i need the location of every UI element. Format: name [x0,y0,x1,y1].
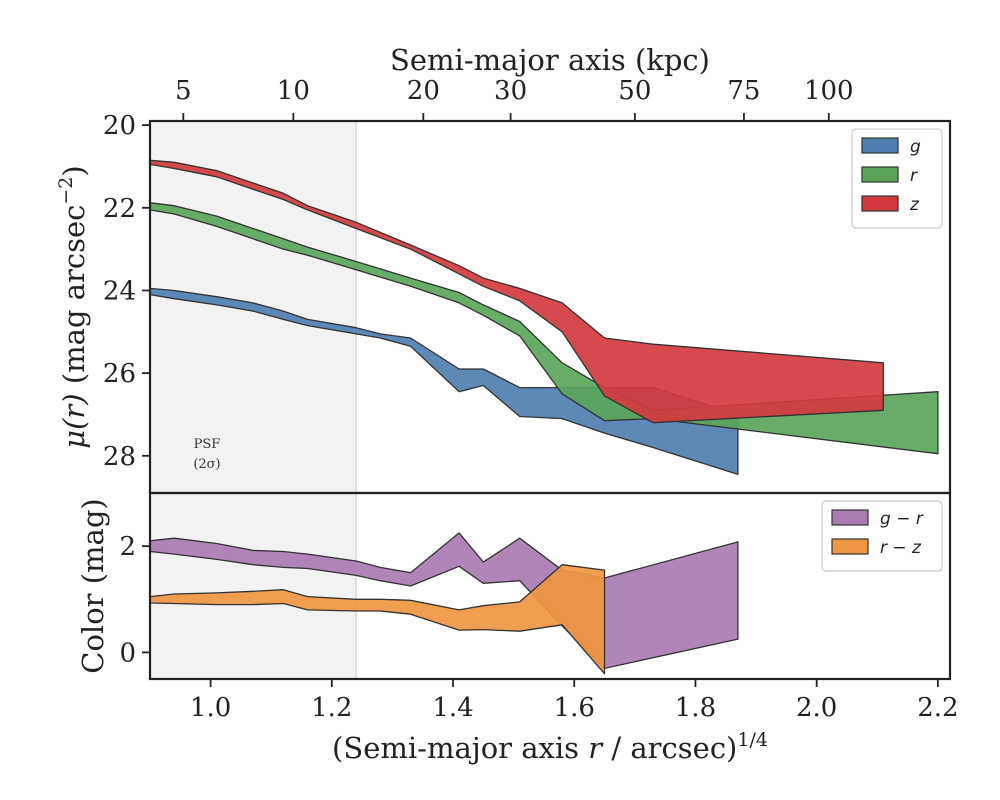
legend-swatch [861,195,899,212]
y-tick-label: 26 [103,359,136,389]
top-tick-label: 10 [277,76,310,106]
y-axis-label-top: μ(r) (mag arcsec−2) [55,165,91,448]
y-tick-label: 24 [103,276,136,306]
bottom-panel-frame [148,491,952,681]
y-tick-label: 22 [103,194,136,224]
top-tick-label: 50 [618,76,651,106]
legend-bottom-panel: g − r r − z [821,500,943,572]
x-axis-label: (Semi-major axis r / arcsec)1/4 [332,729,768,765]
band-r [149,202,939,455]
top-tick-label: 75 [727,76,760,106]
x-tick-label: 1.4 [432,693,473,723]
x-tick-label: 1.2 [311,693,352,723]
legend-label: z [909,195,920,215]
y-tick-label: 0 [119,638,136,668]
color-bands [150,532,739,675]
band-r-z [150,564,606,675]
top-tick-label: 100 [804,76,854,106]
legend-top-panel: grz [851,128,943,229]
legend-label: g [910,137,921,157]
x-tick-label: 1.8 [675,693,716,723]
x-tick-label: 1.0 [190,693,231,723]
surface-brightness-bands [149,159,939,476]
legend-label: r − z [880,538,922,558]
y-tick-label: 20 [103,111,136,141]
x-tick-label: 2.2 [917,693,958,723]
y-tick-label: 28 [103,442,136,472]
x-tick-label: 1.6 [554,693,595,723]
top-tick-label: 20 [407,76,440,106]
legend-label: g − r [880,509,924,529]
axes-frames [148,119,952,681]
legend-swatch [861,166,899,183]
top-tick-label: 5 [175,76,192,106]
band-z [149,159,884,424]
legend-swatch [861,137,899,154]
tick-marks-and-labels: 20 22 24 26 28 0 2 1.0 1.2 1.4 1.6 1.8 2.0 2.2 5 10 20 30… [103,76,959,723]
x-tick-label: 2.0 [796,693,837,723]
legend-swatch [831,538,869,555]
y-tick-label: 2 [119,532,136,562]
band-g [149,287,739,476]
y-axis-label-bottom: Color (mag) [76,498,110,673]
top-axis-label: Semi-major axis (kpc) [390,43,710,77]
top-tick-label: 30 [494,76,527,106]
psf-label-line1: PSF [194,437,221,452]
legend-swatch [831,509,869,526]
legend-label: r [910,166,918,186]
psf-label-line2: (2σ) [193,457,220,472]
